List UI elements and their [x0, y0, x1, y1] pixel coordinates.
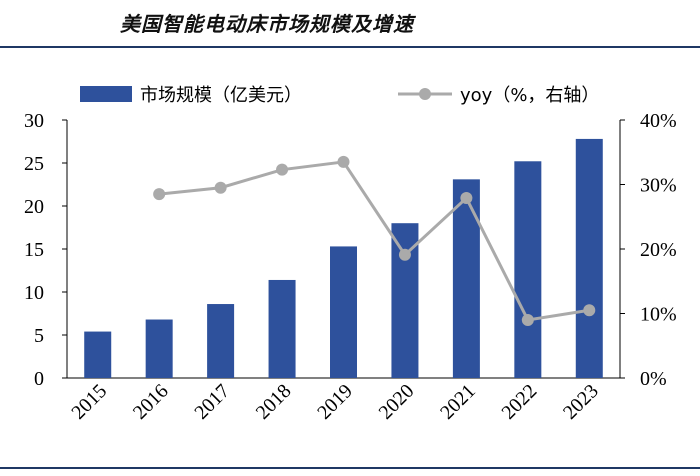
- left-tick-label: 10: [24, 282, 44, 304]
- bar: [330, 246, 357, 378]
- x-tick-label: 2022: [498, 380, 542, 424]
- legend-line-marker: [419, 88, 431, 100]
- bar: [514, 161, 542, 378]
- left-tick-label: 20: [24, 196, 44, 218]
- x-tick-label: 2021: [436, 380, 480, 424]
- x-tick-label: 2023: [559, 380, 603, 424]
- footer-rule: [0, 467, 700, 469]
- yoy-point: [583, 304, 596, 317]
- left-tick-label: 5: [34, 325, 44, 347]
- bar: [268, 279, 296, 378]
- x-tick-label: 2015: [67, 380, 111, 424]
- yoy-point: [214, 181, 227, 194]
- left-tick-label: 0: [34, 368, 44, 390]
- right-tick-label: 20%: [640, 239, 677, 261]
- right-tick-label: 10%: [640, 304, 677, 326]
- left-tick-label: 15: [24, 239, 44, 261]
- x-tick-label: 2017: [190, 380, 234, 424]
- chart-header: 美国智能电动床市场规模及增速: [0, 0, 700, 48]
- x-tick-label: 2018: [252, 380, 296, 424]
- right-tick-label: 30%: [640, 175, 677, 197]
- bar: [575, 138, 603, 378]
- yoy-point: [337, 155, 350, 168]
- bar: [452, 179, 480, 378]
- chart-title: 美国智能电动床市场规模及增速: [120, 12, 414, 36]
- yoy-point: [460, 192, 473, 205]
- yoy-line: [159, 160, 590, 322]
- x-tick-label: 2020: [375, 380, 419, 424]
- bar: [207, 304, 235, 378]
- legend-bar-label: 市场规模（亿美元）: [140, 85, 302, 106]
- yoy-point: [153, 188, 166, 201]
- yoy-point: [521, 313, 534, 326]
- legend-line-label: yoy（%，右轴）: [460, 85, 599, 106]
- x-tick-label: 2016: [129, 380, 173, 424]
- right-tick-label: 0%: [640, 368, 667, 390]
- left-tick-label: 30: [24, 110, 44, 132]
- bar: [145, 319, 173, 378]
- x-tick-label: 2019: [313, 380, 357, 424]
- legend-bar-swatch: [80, 86, 132, 102]
- yoy-point: [276, 163, 289, 176]
- left-tick-label: 25: [24, 153, 44, 175]
- yoy-point: [398, 248, 411, 261]
- right-tick-label: 40%: [640, 110, 677, 132]
- bar: [84, 331, 112, 378]
